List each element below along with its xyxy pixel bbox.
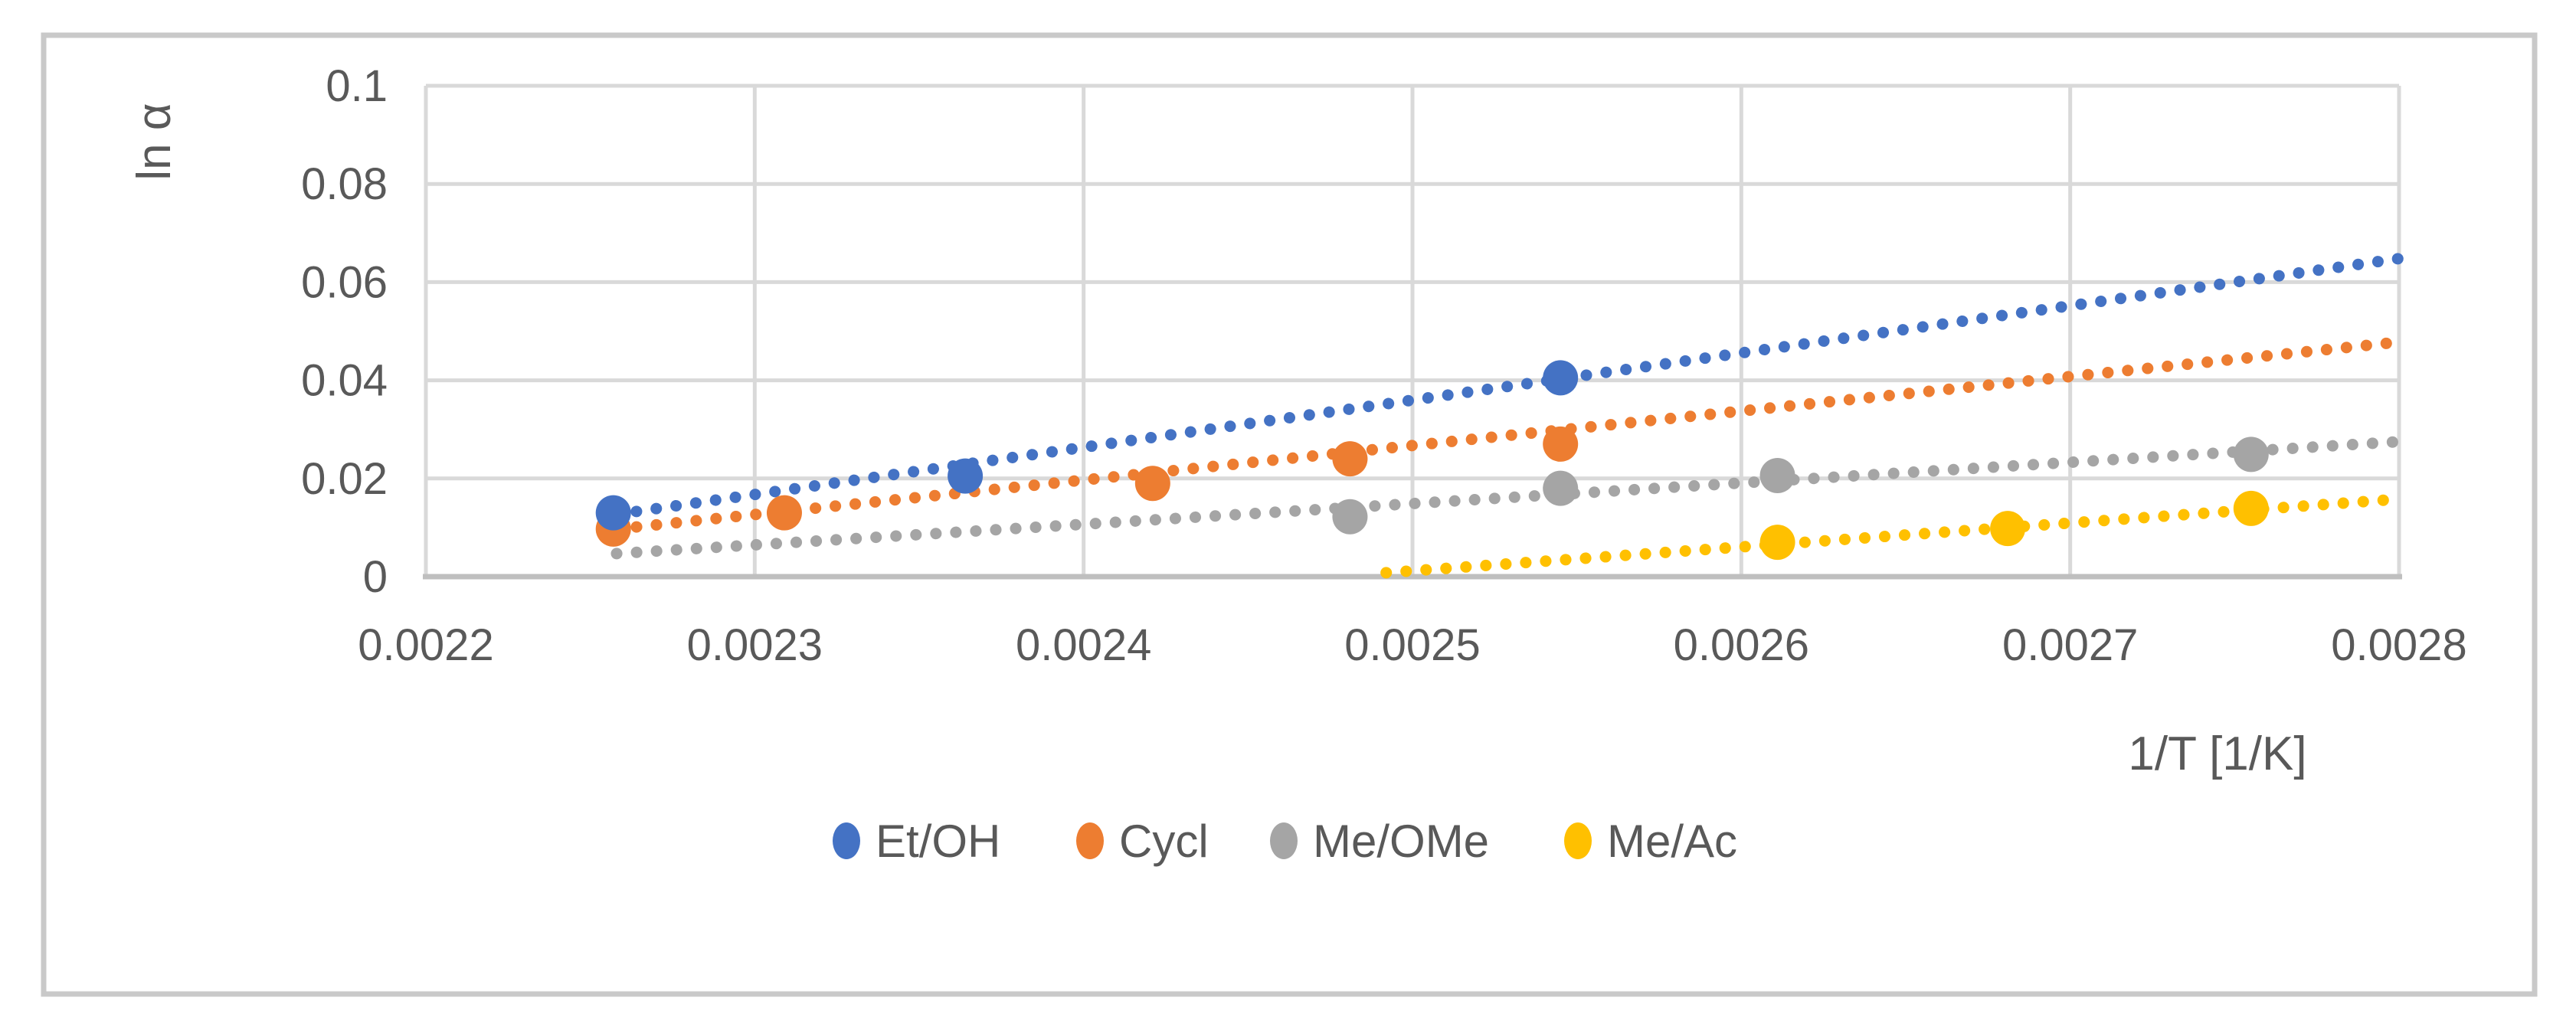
data-point-et-oh-1 [948, 458, 984, 494]
data-point-me-ac-2 [2233, 490, 2269, 526]
x-tick-label-3: 0.0025 [1344, 620, 1480, 670]
data-point-me-ac-1 [1990, 511, 2026, 547]
data-point-et-oh-0 [595, 495, 631, 531]
trendline-et-oh [610, 253, 2405, 521]
x-axis-title: 1/T [1/K] [2128, 728, 2306, 780]
x-tick-label-5: 0.0027 [2002, 620, 2138, 670]
y-tick-label-2: 0.04 [301, 356, 388, 406]
legend-label-me-ome: Me/OMe [1313, 816, 1489, 867]
chart-border [41, 32, 2538, 997]
y-axis-title: ln α [128, 103, 181, 180]
y-tick-label-5: 0.1 [326, 61, 388, 111]
trendline-me-ome [610, 436, 2405, 560]
data-point-me-ome-3 [2233, 437, 2269, 472]
legend-label-et-oh: Et/OH [876, 816, 1000, 867]
x-tick-label-4: 0.0026 [1674, 620, 1809, 670]
data-point-cycl-2 [1134, 466, 1170, 502]
legend-marker-me-ac [1564, 822, 1592, 859]
x-tick-label-0: 0.0022 [358, 620, 493, 670]
legend-label-cycl: Cycl [1119, 816, 1209, 867]
data-point-me-ome-2 [1759, 457, 1795, 493]
legend-label-me-ac: Me/Ac [1607, 816, 1737, 867]
y-tick-label-1: 0.02 [301, 454, 388, 504]
data-point-me-ome-1 [1543, 470, 1579, 506]
data-point-cycl-3 [1332, 441, 1368, 477]
y-tick-label-3: 0.06 [301, 257, 388, 307]
data-point-et-oh-2 [1543, 360, 1579, 396]
legend-marker-cycl [1076, 822, 1104, 859]
x-tick-label-6: 0.0028 [2331, 620, 2466, 670]
data-point-cycl-1 [766, 495, 802, 531]
y-tick-label-0: 0 [363, 552, 388, 602]
data-point-cycl-4 [1543, 426, 1579, 462]
x-tick-label-1: 0.0023 [687, 620, 823, 670]
legend-marker-et-oh [833, 822, 860, 859]
trendline-cycl [610, 336, 2405, 535]
x-tick-label-2: 0.0024 [1016, 620, 1151, 670]
data-point-me-ac-0 [1759, 525, 1795, 561]
y-tick-label-4: 0.08 [301, 159, 388, 209]
legend-marker-me-ome [1270, 822, 1298, 859]
data-point-me-ome-0 [1332, 499, 1368, 535]
